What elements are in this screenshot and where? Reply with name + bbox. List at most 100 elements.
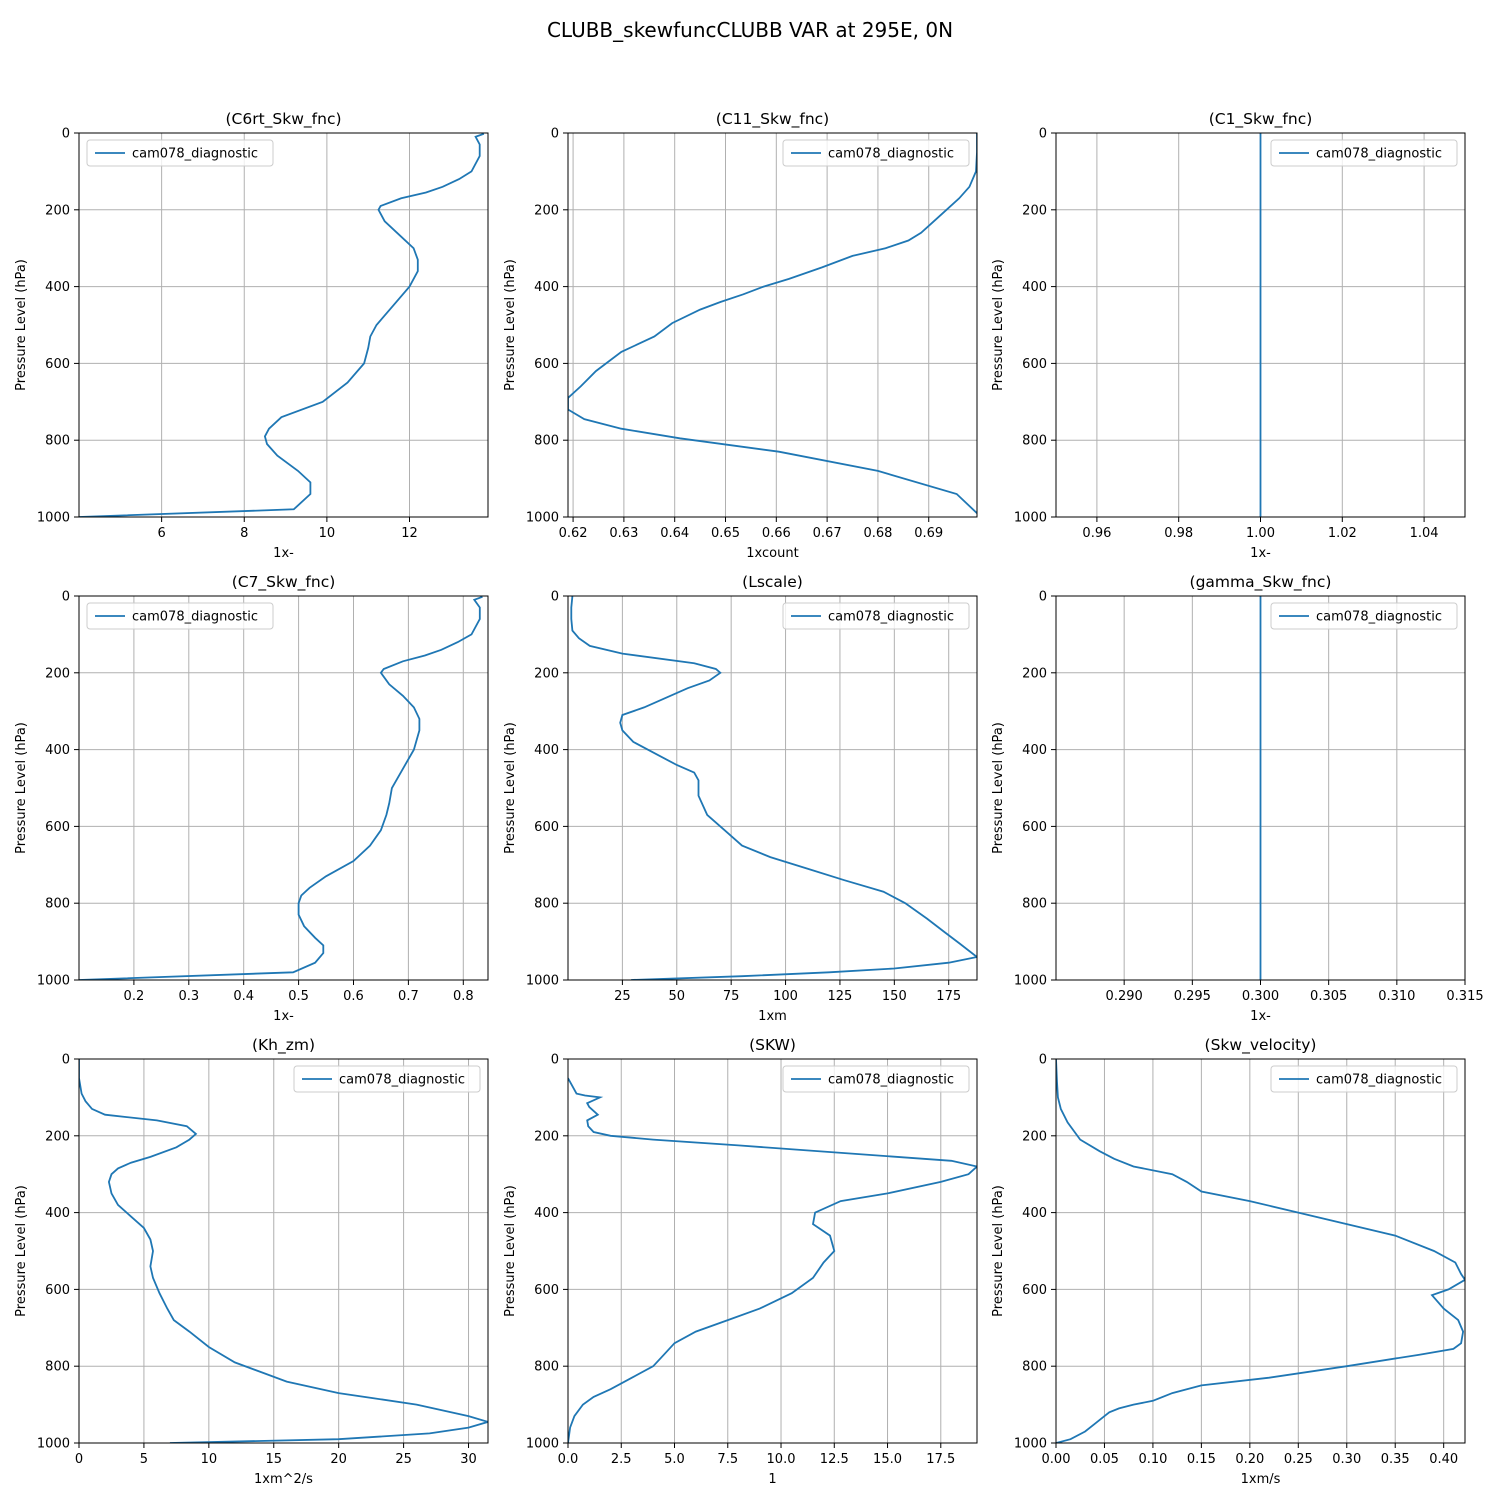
y-tick-label-1: 0 — [62, 127, 70, 142]
y-tick-label-6: 1000 — [526, 1437, 559, 1452]
x-axis-label: 1x- — [1250, 546, 1271, 561]
x-tick-label-6: 0.315 — [1446, 989, 1483, 1004]
chart-panel-9: 0.00 0.05 0.10 0.15 0.20 0.25 0.30 0.35 0.40 0 200… — [991, 1036, 1466, 1487]
x-tick-label-3: 75 — [723, 989, 740, 1004]
x-tick-label-2: 2.5 — [611, 1452, 632, 1467]
x-tick-label-2: 50 — [669, 989, 686, 1004]
legend-label: cam078_diagnostic — [132, 610, 258, 625]
x-tick-label-5: 0.66 — [762, 526, 791, 541]
series-line-1 — [568, 133, 977, 514]
y-tick-label-6: 1000 — [526, 974, 559, 989]
y-tick-label-4: 600 — [534, 357, 559, 372]
y-tick-label-4: 600 — [534, 1283, 559, 1298]
chart-title: (Kh_zm) — [252, 1036, 315, 1055]
x-tick-label-7: 0.68 — [863, 526, 892, 541]
legend-label: cam078_diagnostic — [339, 1073, 465, 1088]
y-tick-label-5: 800 — [534, 434, 559, 449]
y-tick-label-5: 800 — [45, 897, 70, 912]
legend-box — [1270, 1065, 1458, 1093]
x-tick-label-1: 25 — [614, 989, 631, 1004]
x-tick-label-6: 150 — [882, 989, 907, 1004]
x-tick-label-7: 15.0 — [873, 1452, 902, 1467]
x-axis-label: 1xm/s — [1241, 1472, 1281, 1487]
x-tick-label-7: 175 — [936, 989, 961, 1004]
y-tick-label-4: 600 — [1022, 357, 1047, 372]
x-axis-label: 1xcount — [746, 546, 798, 561]
y-tick-label-3: 400 — [534, 743, 559, 758]
chart-title: (SKW) — [749, 1036, 796, 1054]
y-tick-label-3: 400 — [534, 280, 559, 295]
chart-panel-2: 0.62 0.63 0.64 0.65 0.66 0.67 0.68 0.69 0 200 400 6… — [503, 110, 978, 561]
x-axis-label: 1x- — [273, 546, 294, 561]
y-tick-label-5: 800 — [534, 897, 559, 912]
y-axis-label: Pressure Level (hPa) — [503, 259, 518, 391]
y-tick-label-4: 600 — [45, 820, 70, 835]
chart-panel-8: 0.0 2.5 5.0 7.5 10.0 12.5 15.0 17.5 0 200 400 600 80… — [503, 1036, 978, 1487]
y-axis-label: Pressure Level (hPa) — [503, 1185, 518, 1317]
legend-label: cam078_diagnostic — [1316, 1073, 1442, 1088]
y-tick-label-4: 600 — [45, 1283, 70, 1298]
legend-box — [86, 139, 274, 167]
y-tick-label-6: 1000 — [37, 974, 70, 989]
chart-panel-1: 6 8 10 12 0 200 400 600 800 1000 (C6rt_Skw_fnc) 1x-… — [14, 110, 489, 561]
y-tick-label-5: 800 — [1022, 1360, 1047, 1375]
y-tick-label-1: 0 — [551, 127, 559, 142]
x-tick-label-1: 0.290 — [1106, 989, 1143, 1004]
x-tick-label-2: 0.295 — [1174, 989, 1211, 1004]
chart-title: (gamma_Skw_fnc) — [1190, 573, 1332, 592]
y-tick-label-3: 400 — [534, 1206, 559, 1221]
x-tick-label-4: 0.65 — [711, 526, 740, 541]
y-tick-label-1: 0 — [551, 590, 559, 605]
y-tick-label-3: 400 — [45, 743, 70, 758]
x-tick-label-4: 0.5 — [288, 989, 309, 1004]
chart-title: (C1_Skw_fnc) — [1209, 110, 1313, 129]
x-tick-label-4: 0.305 — [1310, 989, 1347, 1004]
chart-title: (C11_Skw_fnc) — [716, 110, 829, 129]
series-line-1 — [570, 596, 977, 980]
y-axis-label: Pressure Level (hPa) — [991, 722, 1006, 854]
legend-box — [1270, 139, 1458, 167]
x-axis-label: 1x- — [273, 1009, 294, 1024]
series-line-1 — [1056, 1059, 1465, 1443]
y-tick-label-4: 600 — [1022, 1283, 1047, 1298]
plot-frame — [567, 132, 978, 518]
x-tick-label-2: 0.05 — [1090, 1452, 1119, 1467]
x-tick-label-5: 1.04 — [1410, 526, 1439, 541]
x-tick-label-4: 1.02 — [1328, 526, 1357, 541]
legend-label: cam078_diagnostic — [828, 1073, 954, 1088]
y-tick-label-3: 400 — [45, 280, 70, 295]
x-tick-label-5: 10.0 — [767, 1452, 796, 1467]
x-tick-label-2: 8 — [240, 526, 248, 541]
x-tick-label-5: 0.310 — [1378, 989, 1415, 1004]
y-tick-label-3: 400 — [1022, 743, 1047, 758]
y-tick-label-2: 200 — [534, 1129, 559, 1144]
y-tick-label-4: 600 — [45, 357, 70, 372]
x-tick-label-3: 10 — [319, 526, 336, 541]
x-tick-label-2: 0.63 — [609, 526, 638, 541]
x-tick-label-1: 0.96 — [1082, 526, 1111, 541]
legend-label: cam078_diagnostic — [828, 610, 954, 625]
y-tick-label-6: 1000 — [526, 511, 559, 526]
y-tick-label-1: 0 — [551, 1053, 559, 1068]
y-tick-label-5: 800 — [534, 1360, 559, 1375]
x-tick-label-3: 5.0 — [664, 1452, 685, 1467]
chart-title: (Lscale) — [742, 573, 803, 591]
y-tick-label-2: 200 — [45, 203, 70, 218]
y-tick-label-2: 200 — [1022, 666, 1047, 681]
x-tick-label-8: 17.5 — [926, 1452, 955, 1467]
x-tick-label-3: 0.10 — [1138, 1452, 1167, 1467]
y-tick-label-2: 200 — [1022, 203, 1047, 218]
y-tick-label-1: 0 — [1039, 1053, 1047, 1068]
y-tick-label-6: 1000 — [37, 1437, 70, 1452]
y-tick-label-5: 800 — [1022, 434, 1047, 449]
plot-frame — [78, 132, 489, 518]
series-line-1 — [79, 1059, 488, 1443]
legend-label: cam078_diagnostic — [828, 147, 954, 162]
x-tick-label-5: 0.20 — [1235, 1452, 1264, 1467]
plot-frame — [78, 1058, 489, 1444]
y-tick-label-4: 600 — [1022, 820, 1047, 835]
plot-frame — [567, 1058, 978, 1444]
plot-frame — [78, 595, 489, 981]
x-tick-label-4: 0.15 — [1187, 1452, 1216, 1467]
